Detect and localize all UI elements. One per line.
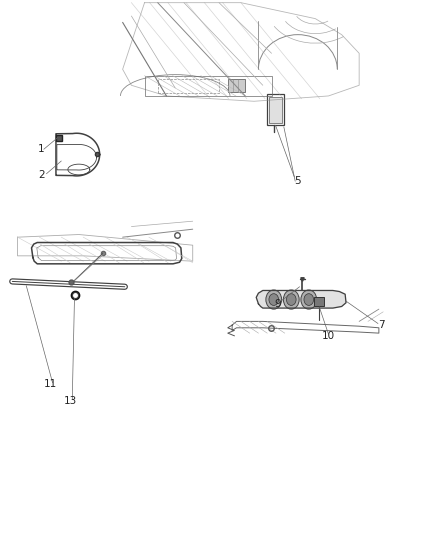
- Text: 7: 7: [378, 320, 385, 330]
- Text: 9: 9: [275, 299, 282, 309]
- FancyBboxPatch shape: [269, 97, 282, 123]
- Circle shape: [301, 290, 317, 309]
- FancyBboxPatch shape: [228, 79, 245, 92]
- Circle shape: [286, 294, 296, 305]
- FancyBboxPatch shape: [314, 297, 324, 306]
- Text: 13: 13: [64, 396, 77, 406]
- Polygon shape: [256, 290, 346, 308]
- Circle shape: [269, 294, 279, 305]
- Text: 2: 2: [38, 170, 45, 180]
- Circle shape: [304, 294, 314, 305]
- Circle shape: [266, 290, 282, 309]
- Text: 5: 5: [294, 176, 301, 186]
- Text: 1: 1: [38, 144, 45, 154]
- Text: 10: 10: [322, 331, 335, 341]
- Circle shape: [283, 290, 299, 309]
- Text: 11: 11: [44, 379, 57, 389]
